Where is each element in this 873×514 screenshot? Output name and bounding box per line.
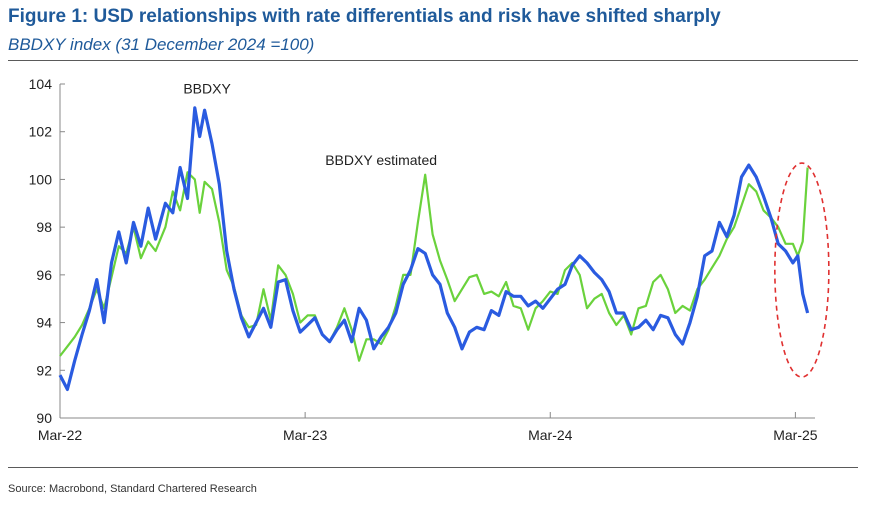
- y-tick-label: 96: [36, 267, 52, 283]
- y-tick-label: 94: [36, 315, 52, 331]
- source-note: Source: Macrobond, Standard Chartered Re…: [8, 483, 257, 495]
- annotation-bbdxy: BBDXY: [183, 81, 231, 97]
- chart: 90 92 94 96 98 100 102 104 Mar-22 Mar-23 Mar-24 Mar…: [29, 76, 830, 443]
- y-tick-label: 92: [36, 362, 52, 378]
- annotation-bbdxy-estimated: BBDXY estimated: [325, 152, 437, 168]
- series-line-bbdxy: [58, 106, 810, 391]
- x-tick-label: Mar-25: [773, 427, 818, 443]
- y-tick-label: 98: [36, 219, 52, 235]
- top-divider: [8, 60, 858, 61]
- highlight-ellipse: [774, 162, 830, 378]
- y-tick-label: 100: [29, 171, 53, 187]
- bottom-divider: [8, 467, 858, 468]
- y-tick-label: 90: [36, 410, 52, 426]
- x-tick-label: Mar-24: [528, 427, 573, 443]
- page-title: Figure 1: USD relationships with rate di…: [8, 6, 721, 27]
- series-line-bbdxy-estimated: [59, 167, 809, 362]
- y-tick-label: 104: [29, 76, 53, 92]
- chart-subtitle: BBDXY index (31 December 2024 =100): [8, 35, 315, 54]
- x-tick-label: Mar-22: [38, 427, 83, 443]
- x-tick-label: Mar-23: [283, 427, 328, 443]
- y-tick-label: 102: [29, 124, 53, 140]
